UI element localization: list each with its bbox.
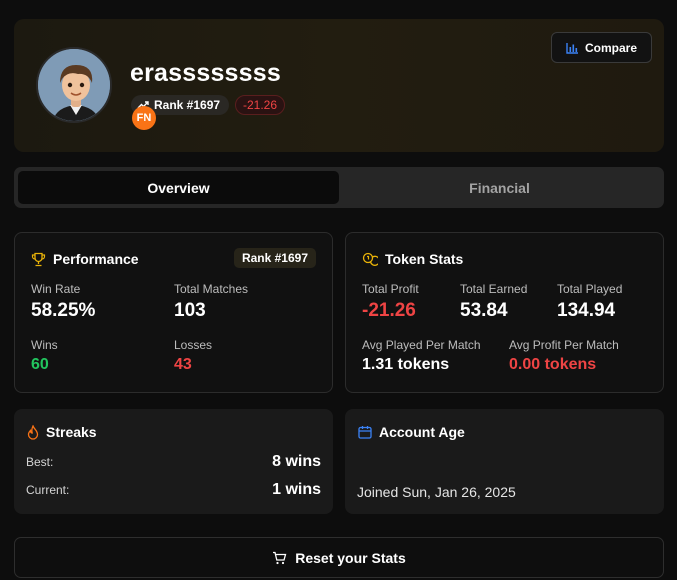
cart-icon bbox=[272, 551, 287, 565]
tab-overview[interactable]: Overview bbox=[18, 171, 339, 204]
reset-stats-label: Reset your Stats bbox=[295, 549, 406, 566]
token-stats-title: Token Stats bbox=[362, 251, 463, 267]
total-earned-value: 53.84 bbox=[460, 300, 508, 321]
account-age-card: Account Age Joined Sun, Jan 26, 2025 bbox=[345, 409, 664, 514]
losses-value: 43 bbox=[174, 356, 192, 373]
best-streak-label: Best: bbox=[26, 455, 54, 469]
current-streak-value: 1 wins bbox=[272, 481, 321, 498]
performance-rank-chip: Rank #1697 bbox=[233, 248, 316, 268]
wins-label: Wins bbox=[31, 338, 58, 352]
wins-value: 60 bbox=[31, 356, 49, 373]
trophy-icon bbox=[31, 252, 46, 267]
token-stats-card: Token Stats Total Profit -21.26 Total Ea… bbox=[345, 232, 664, 393]
best-streak-value: 8 wins bbox=[272, 453, 321, 470]
bar-chart-icon bbox=[566, 42, 579, 54]
total-played-value: 134.94 bbox=[557, 300, 616, 321]
rank-pill: Rank #1697 bbox=[131, 95, 230, 115]
profit-badge: -21.26 bbox=[235, 95, 286, 115]
performance-card: Performance Rank #1697 Win Rate 58.25% T… bbox=[14, 232, 333, 393]
avg-played-label: Avg Played Per Match bbox=[362, 338, 481, 352]
flame-icon bbox=[27, 424, 39, 440]
total-earned-label: Total Earned bbox=[460, 282, 528, 296]
avg-profit-value: 0.00 tokens bbox=[509, 356, 597, 373]
coins-icon bbox=[362, 252, 378, 267]
win-rate-label: Win Rate bbox=[31, 282, 81, 296]
streaks-card: Streaks Best: 8 wins Current: 1 wins bbox=[14, 409, 333, 514]
performance-title: Performance bbox=[31, 251, 139, 267]
total-matches-label: Total Matches bbox=[174, 282, 249, 296]
current-streak-label: Current: bbox=[26, 483, 70, 497]
total-profit-label: Total Profit bbox=[362, 282, 419, 296]
compare-label: Compare bbox=[584, 40, 637, 55]
total-profit-value: -21.26 bbox=[362, 300, 416, 321]
avatar bbox=[36, 47, 112, 123]
compare-button[interactable]: Compare bbox=[551, 32, 652, 63]
streaks-title: Streaks bbox=[27, 424, 97, 440]
calendar-icon bbox=[358, 425, 372, 439]
total-played-label: Total Played bbox=[557, 282, 623, 296]
username: erassssssss bbox=[130, 59, 281, 87]
fn-badge[interactable]: FN bbox=[132, 106, 156, 130]
rank-label: Rank #1697 bbox=[154, 98, 221, 112]
total-matches-value: 103 bbox=[174, 300, 206, 321]
view-tabs: Overview Financial bbox=[14, 167, 664, 208]
losses-label: Losses bbox=[174, 338, 213, 352]
tab-financial[interactable]: Financial bbox=[469, 179, 530, 196]
avg-profit-label: Avg Profit Per Match bbox=[509, 338, 619, 352]
profile-header: erassssssss Rank #1697 -21.26 FN Compare bbox=[14, 19, 664, 152]
account-age-title: Account Age bbox=[358, 424, 465, 440]
avg-played-value: 1.31 tokens bbox=[362, 356, 450, 373]
win-rate-value: 58.25% bbox=[31, 300, 96, 321]
reset-stats-button[interactable]: Reset your Stats bbox=[14, 537, 664, 578]
avatar-illustration bbox=[38, 49, 110, 121]
joined-date: Joined Sun, Jan 26, 2025 bbox=[357, 484, 516, 500]
